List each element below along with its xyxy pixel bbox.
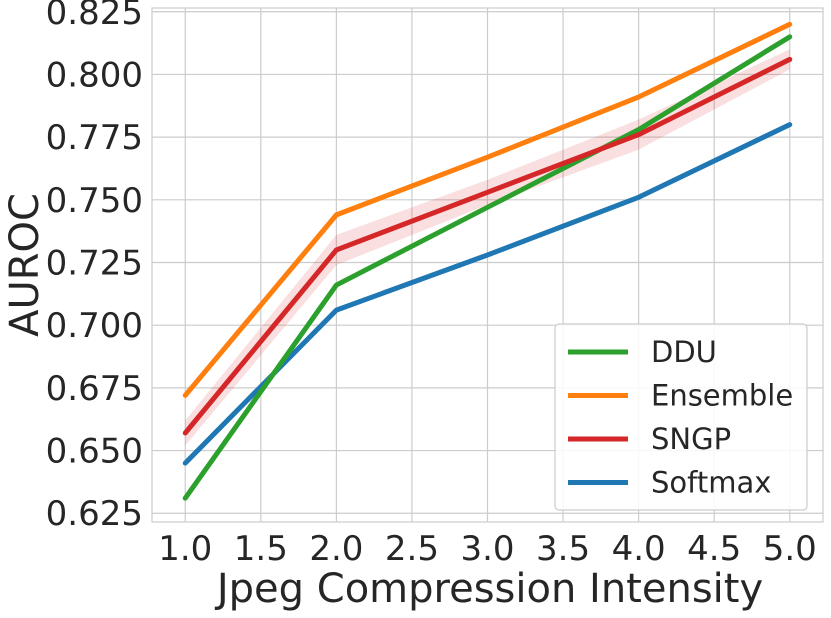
y-tick-label: 0.750 (46, 181, 143, 221)
x-tick-label: 1.0 (158, 529, 212, 569)
x-tick-label: 4.5 (687, 529, 741, 569)
legend-box (554, 323, 808, 511)
ddu-legend-label: DDU (651, 335, 717, 369)
series-lines (182, 21, 793, 501)
x-tick-label: 2.0 (309, 529, 363, 569)
x-tick-label: 3.0 (460, 529, 514, 569)
legend: DDU Ensemble SNGP Softmax (554, 323, 808, 511)
x-tick-label: 3.5 (536, 529, 590, 569)
plot-frame (151, 7, 824, 523)
y-tick-label: 0.825 (46, 0, 143, 33)
sngp-legend-label: SNGP (651, 422, 731, 456)
x-axis-title: Jpeg Compression Intensity (214, 566, 763, 612)
sngp-band (185, 49, 790, 446)
y-tick-label: 0.800 (46, 55, 143, 95)
y-tick-labels: 0.625 0.650 0.675 0.700 0.725 0.750 0.775 0.800… (46, 0, 143, 534)
y-tick-label: 0.775 (46, 118, 143, 158)
x-tick-label: 2.5 (385, 529, 439, 569)
ensemble-legend-label: Ensemble (651, 379, 793, 413)
x-tick-label: 4.0 (612, 529, 666, 569)
legend-items: DDU Ensemble SNGP Softmax (568, 335, 793, 500)
x-tick-label: 1.5 (234, 529, 288, 569)
y-axis-title: AUROC (2, 193, 48, 337)
y-tick-label: 0.650 (46, 432, 143, 472)
confidence-bands (185, 22, 790, 501)
y-tick-label: 0.675 (46, 369, 143, 409)
y-tick-label: 0.700 (46, 306, 143, 346)
x-tick-label: 5.0 (763, 529, 817, 569)
y-tick-label: 0.625 (46, 494, 143, 534)
softmax-legend-label: Softmax (651, 466, 771, 500)
y-tick-label: 0.725 (46, 243, 143, 283)
x-tick-labels: 1.0 1.5 2.0 2.5 3.0 3.5 4.0 4.5 5.0 (158, 529, 817, 569)
